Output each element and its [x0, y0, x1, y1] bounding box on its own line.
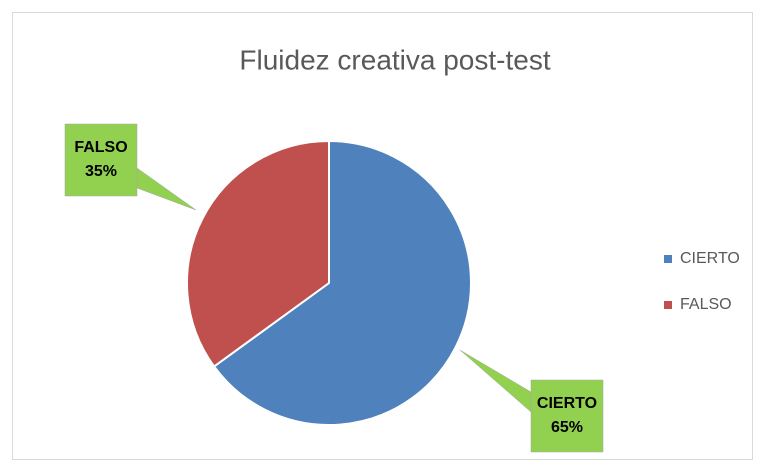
legend-label: CIERTO: [680, 250, 740, 267]
callout-box: [530, 379, 604, 453]
legend-label: FALSO: [680, 296, 732, 313]
data-label-value: 35%: [85, 163, 117, 180]
callout-box: [64, 123, 138, 197]
legend-swatch: [664, 301, 672, 309]
legend-swatch: [664, 255, 672, 263]
data-label-value: 65%: [551, 419, 583, 436]
data-label-category: FALSO: [74, 139, 127, 156]
pie-slice: [212, 139, 472, 426]
chart-title: Fluidez creativa post-test: [239, 44, 550, 75]
data-label-category: CIERTO: [537, 395, 597, 412]
pie-slice: [186, 139, 330, 368]
